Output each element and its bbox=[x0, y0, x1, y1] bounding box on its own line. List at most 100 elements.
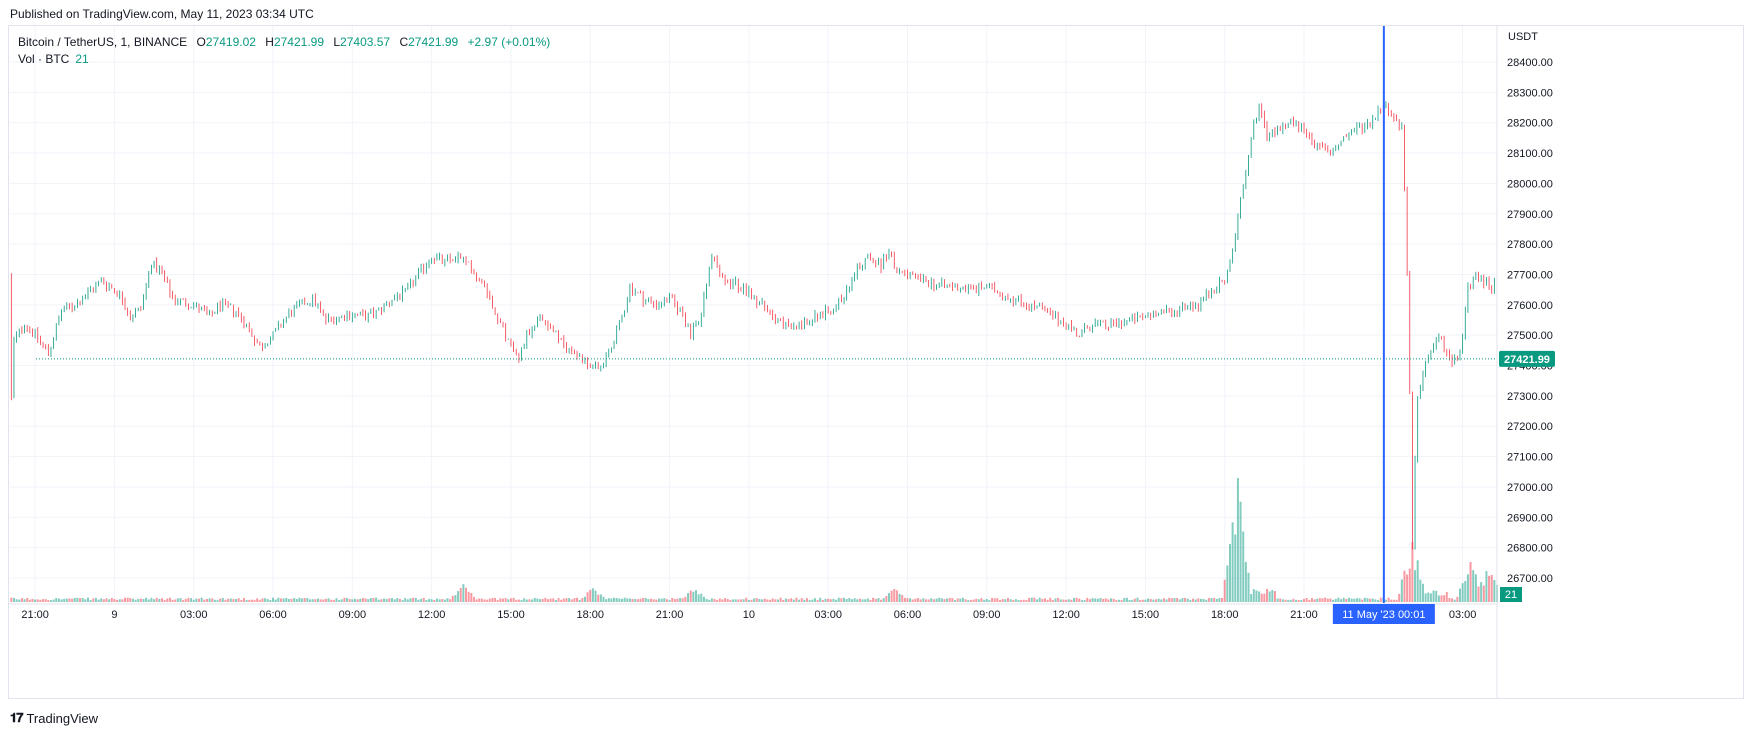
volume-bar bbox=[1488, 575, 1491, 602]
volume-bar bbox=[235, 599, 238, 602]
currency-label: USDT bbox=[1508, 31, 1538, 43]
volume-bar bbox=[1160, 599, 1163, 602]
price-tick-label: 27700.00 bbox=[1507, 269, 1553, 281]
volume-bar bbox=[917, 598, 920, 602]
volume-bar bbox=[1152, 599, 1155, 602]
volume-bar bbox=[798, 599, 801, 602]
volume-bar bbox=[31, 598, 34, 602]
volume-bar bbox=[890, 590, 893, 602]
volume-bar bbox=[1186, 598, 1189, 602]
volume-bar bbox=[1350, 598, 1353, 602]
volume-bar bbox=[544, 597, 547, 602]
footer[interactable]: 𝟏𝟕 TradingView bbox=[10, 710, 98, 726]
volume-bar bbox=[256, 598, 259, 602]
volume-bar bbox=[1461, 583, 1464, 602]
volume-bar bbox=[1242, 531, 1245, 602]
volume-bar bbox=[988, 600, 991, 602]
volume-bar bbox=[290, 598, 293, 602]
volume-bar bbox=[150, 597, 153, 602]
volume-bar bbox=[224, 599, 227, 602]
volume-bar bbox=[237, 598, 240, 602]
volume-bar bbox=[1078, 598, 1081, 602]
volume-bar bbox=[919, 599, 922, 602]
volume-bar bbox=[1316, 598, 1319, 602]
volume-bar bbox=[1088, 599, 1091, 602]
volume-bar bbox=[975, 598, 978, 602]
volume-bar bbox=[806, 598, 809, 602]
volume-bar bbox=[155, 597, 158, 602]
volume-bar bbox=[1295, 599, 1298, 602]
volume-label[interactable]: Vol · BTC bbox=[18, 52, 70, 66]
volume-bar bbox=[1276, 598, 1279, 602]
volume-bar bbox=[129, 598, 132, 602]
volume-bar bbox=[964, 599, 967, 602]
volume-bar bbox=[1268, 591, 1271, 602]
price-tick-label: 27300.00 bbox=[1507, 391, 1553, 403]
volume-bar bbox=[967, 600, 970, 602]
volume-bar bbox=[803, 599, 806, 602]
volume-bar bbox=[943, 599, 946, 602]
volume-bar bbox=[713, 598, 716, 602]
volume-bar bbox=[36, 599, 39, 602]
volume-bar bbox=[435, 598, 438, 602]
volume-bar bbox=[1184, 597, 1187, 602]
price-tick-label: 28200.00 bbox=[1507, 118, 1553, 130]
volume-badge-label: 21 bbox=[1505, 589, 1517, 601]
volume-bar bbox=[880, 599, 883, 602]
volume-bar bbox=[1059, 599, 1062, 602]
volume-bar bbox=[97, 599, 100, 602]
volume-bar bbox=[993, 598, 996, 602]
volume-bar bbox=[198, 598, 201, 602]
volume-bar bbox=[594, 590, 597, 602]
volume-bar bbox=[1017, 600, 1020, 602]
volume-bar bbox=[983, 599, 986, 602]
volume-bar bbox=[1310, 598, 1313, 602]
volume-bar bbox=[766, 599, 769, 602]
volume-bar bbox=[110, 597, 113, 602]
volume-bar bbox=[480, 598, 483, 602]
volume-bar bbox=[1247, 572, 1250, 602]
volume-bar bbox=[1347, 597, 1350, 602]
volume-bar bbox=[1281, 599, 1284, 602]
volume-bar bbox=[1303, 598, 1306, 602]
price-tick-label: 26700.00 bbox=[1507, 573, 1553, 585]
volume-bar bbox=[502, 598, 505, 602]
symbol-name[interactable]: Bitcoin / TetherUS, 1, BINANCE bbox=[18, 35, 188, 49]
volume-bar bbox=[1326, 598, 1329, 602]
volume-bar bbox=[240, 599, 243, 602]
volume-bar bbox=[277, 597, 280, 602]
volume-bar bbox=[105, 598, 108, 602]
volume-bar bbox=[774, 599, 777, 602]
volume-bar bbox=[887, 593, 890, 602]
volume-bar bbox=[647, 599, 650, 602]
volume-bar bbox=[1477, 586, 1480, 602]
tradingview-logo-icon: 𝟏𝟕 bbox=[10, 710, 24, 725]
volume-bar bbox=[840, 598, 843, 602]
volume-bar bbox=[848, 597, 851, 602]
volume-bar bbox=[1334, 598, 1337, 602]
volume-bar bbox=[1271, 590, 1274, 602]
volume-bar bbox=[346, 597, 349, 602]
volume-bar bbox=[1250, 593, 1253, 602]
volume-bar bbox=[642, 598, 645, 602]
volume-bar bbox=[742, 599, 745, 602]
volume-bar bbox=[287, 598, 290, 602]
volume-bar bbox=[732, 599, 735, 602]
volume-bar bbox=[737, 599, 740, 602]
volume-bar bbox=[996, 598, 999, 602]
volume-bar bbox=[689, 590, 692, 602]
volume-bar bbox=[1115, 600, 1118, 602]
volume-bar bbox=[824, 598, 827, 602]
volume-bar bbox=[1168, 597, 1171, 602]
volume-bar bbox=[1083, 600, 1086, 602]
time-tick-label: 09:00 bbox=[973, 609, 1001, 621]
volume-bar bbox=[1435, 590, 1438, 602]
volume-bar bbox=[10, 597, 13, 602]
volume-bar bbox=[1009, 599, 1012, 602]
volume-bar bbox=[1173, 597, 1176, 602]
volume-bar bbox=[1464, 580, 1467, 602]
volume-bar bbox=[980, 598, 983, 602]
volume-bar bbox=[1398, 593, 1401, 602]
chart-frame[interactable] bbox=[8, 25, 1744, 699]
